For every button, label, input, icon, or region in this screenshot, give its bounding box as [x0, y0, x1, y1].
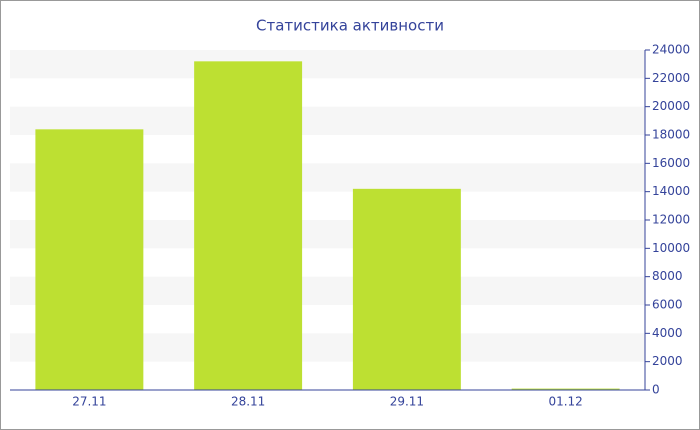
x-tick-label: 27.11	[72, 395, 106, 409]
bar	[35, 129, 144, 391]
y-tick-label: 4000	[652, 326, 683, 340]
y-tick-label: 18000	[652, 128, 690, 142]
y-tick-label: 6000	[652, 298, 683, 312]
x-tick-label: 29.11	[390, 395, 424, 409]
y-tick-label: 8000	[652, 269, 683, 283]
y-tick-label: 0	[652, 383, 660, 397]
y-tick-label: 10000	[652, 241, 690, 255]
bar	[511, 388, 620, 390]
y-tick-label: 14000	[652, 184, 690, 198]
y-tick-label: 2000	[652, 354, 683, 368]
y-tick-label: 22000	[652, 71, 690, 85]
grid-band	[10, 50, 645, 79]
bar	[352, 188, 461, 390]
y-tick-label: 12000	[652, 213, 690, 227]
bar	[194, 61, 303, 390]
x-tick-label: 01.12	[548, 395, 582, 409]
chart-title: Статистика активности	[256, 17, 444, 35]
y-tick-label: 16000	[652, 156, 690, 170]
y-tick-label: 20000	[652, 99, 690, 113]
y-tick-label: 24000	[652, 43, 690, 57]
x-tick-label: 28.11	[231, 395, 265, 409]
